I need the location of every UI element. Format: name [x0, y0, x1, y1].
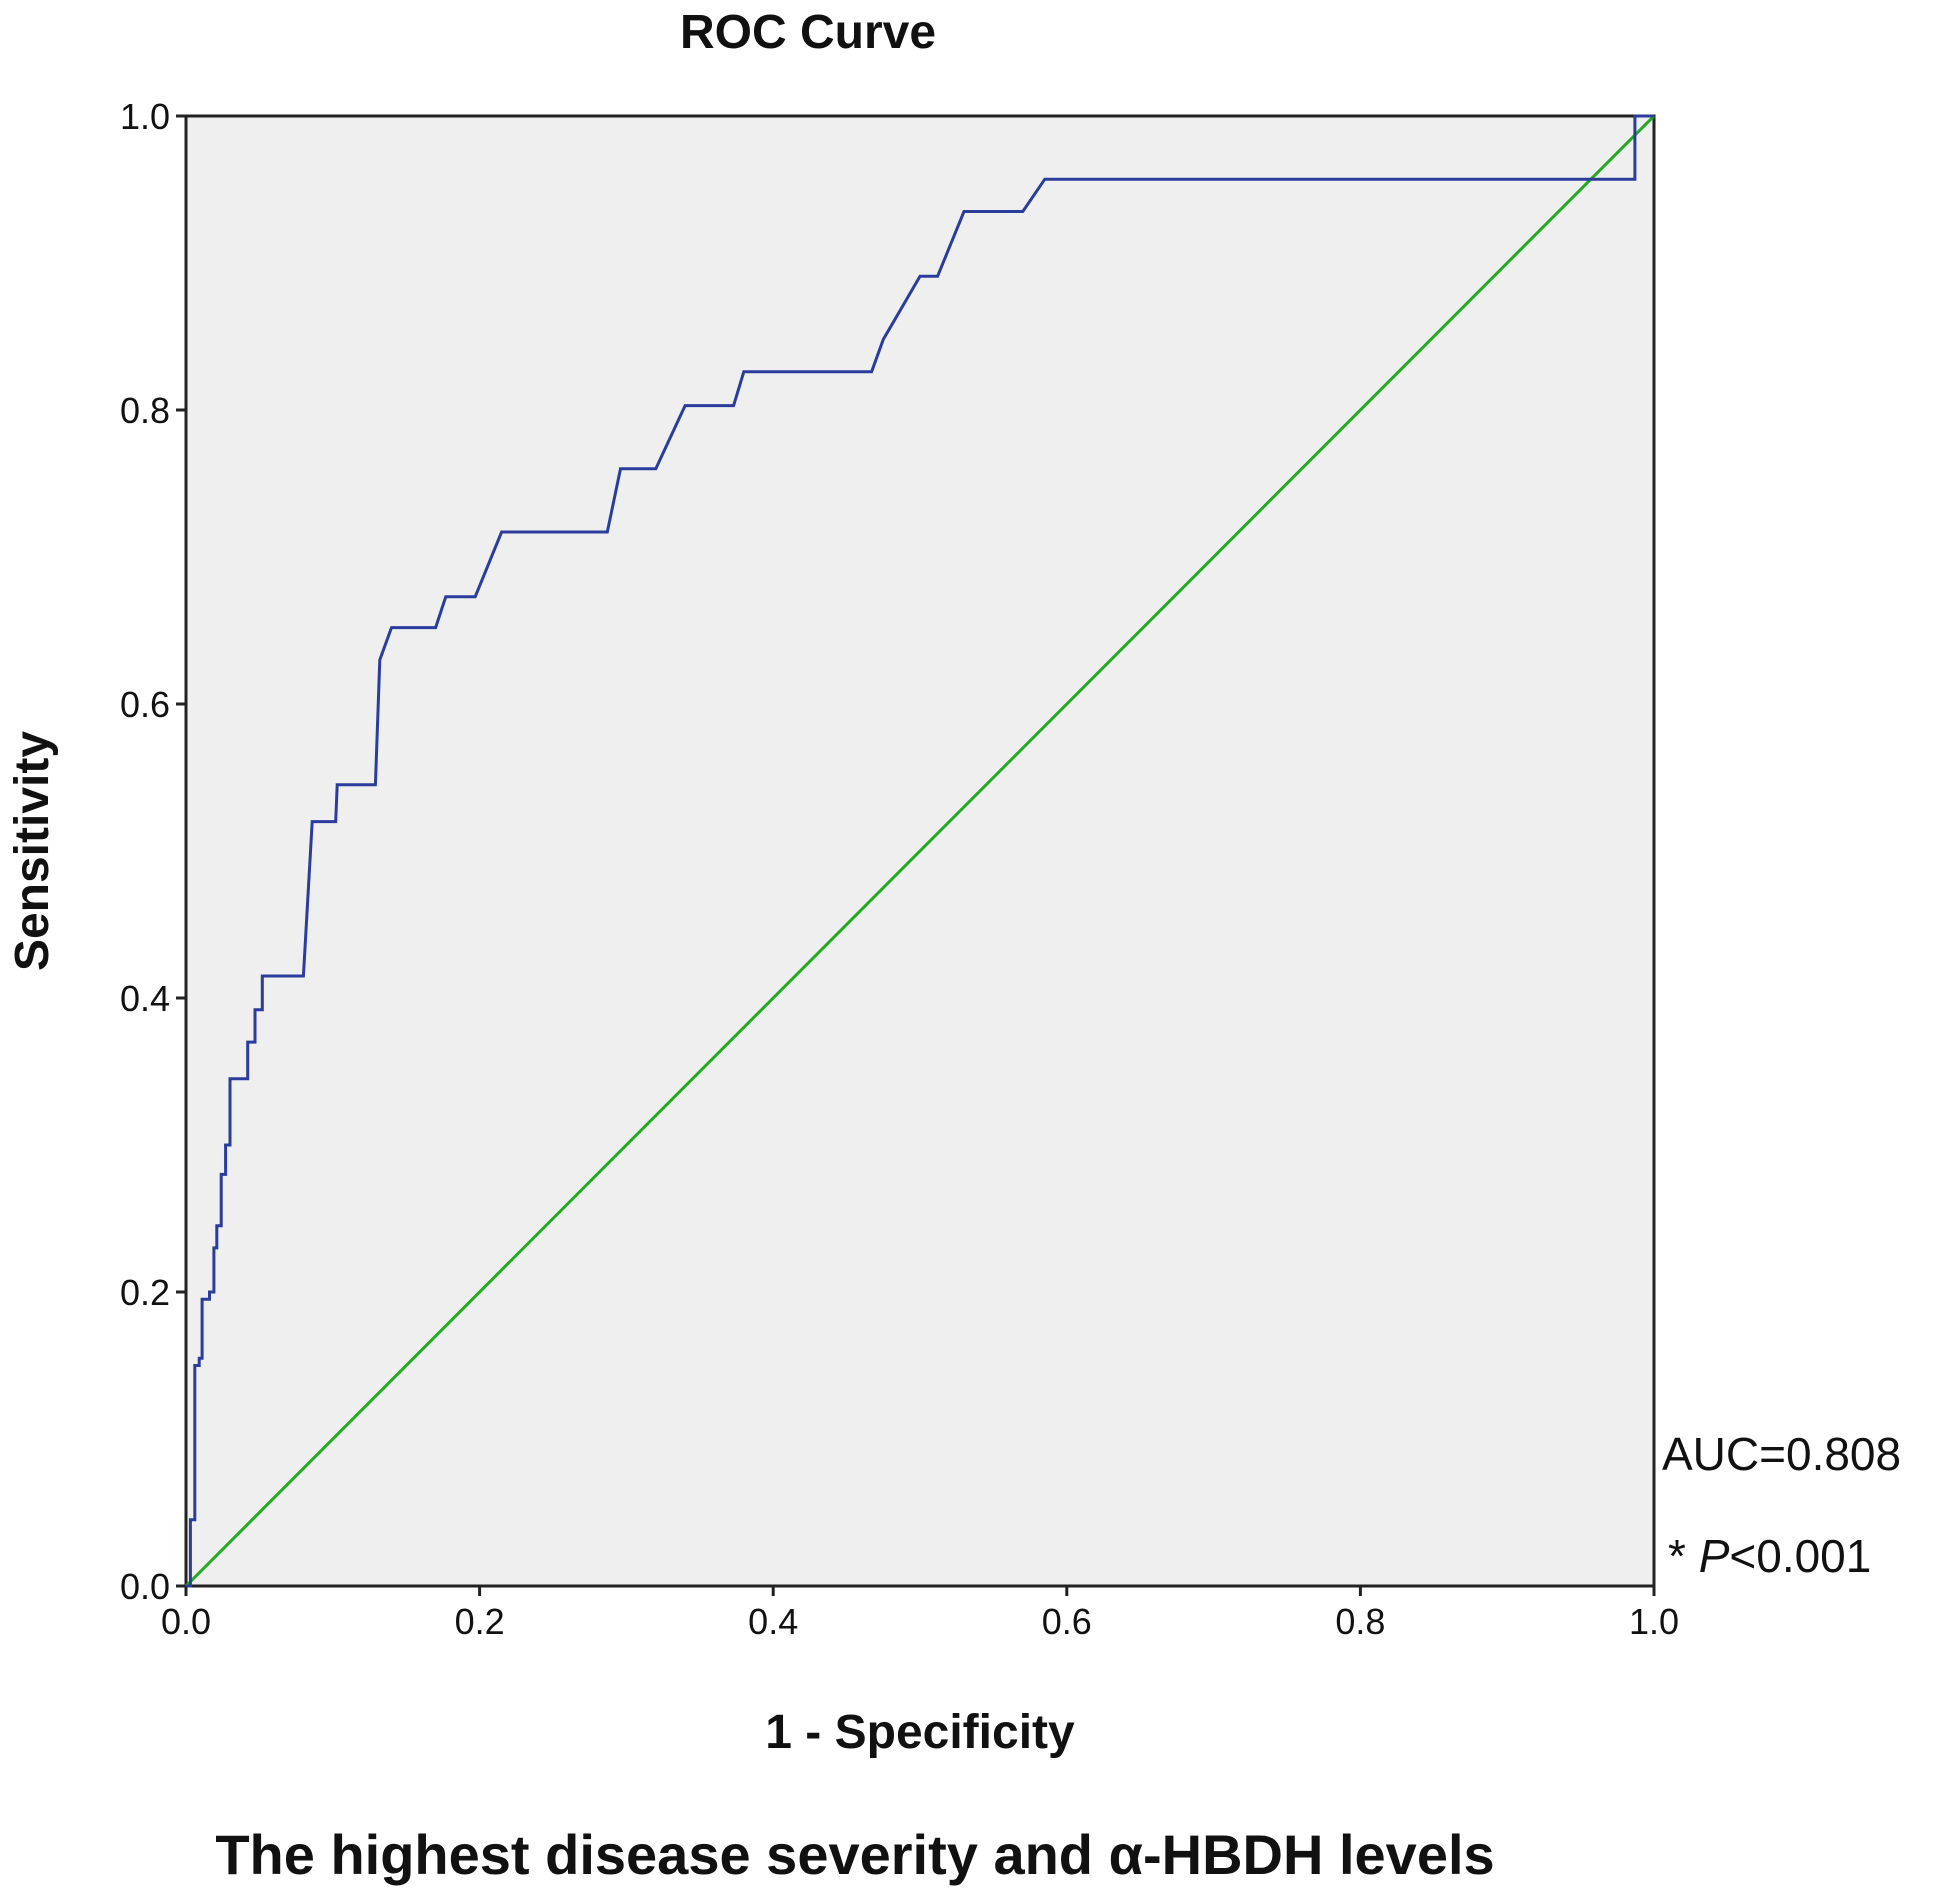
x-tick-label-0: 0.0: [161, 1601, 211, 1642]
p-value-text: <0.001: [1729, 1530, 1871, 1582]
series-lines: [184, 114, 1656, 1588]
p-value-symbol: P: [1699, 1530, 1730, 1582]
x-tick-label-3: 0.6: [1042, 1601, 1092, 1642]
figure-caption: The highest disease severity and α-HBDH …: [215, 1823, 1494, 1886]
x-tick-label-4: 0.8: [1335, 1601, 1385, 1642]
p-value-star: *: [1668, 1530, 1699, 1582]
x-axis-label: 1 - Specificity: [765, 1706, 1075, 1759]
p-value-annotation: * P<0.001: [1668, 1530, 1871, 1582]
axis-ticks: 0.0 0.2 0.4 0.6 0.8 1.0 0.0 0.2 0.4 0.6 0.8 1.0: [120, 96, 1679, 1642]
reference-diagonal-line: [184, 114, 1656, 1588]
y-tick-label-4: 0.8: [120, 390, 170, 431]
y-axis-label: Sensitivity: [6, 731, 59, 971]
y-tick-label-2: 0.4: [120, 978, 170, 1019]
auc-annotation: AUC=0.808: [1662, 1428, 1901, 1480]
chart-title: ROC Curve: [680, 6, 936, 59]
roc-curve-line: [186, 114, 1654, 1588]
y-tick-label-3: 0.6: [120, 684, 170, 725]
y-tick-label-5: 1.0: [120, 96, 170, 137]
x-tick-label-1: 0.2: [455, 1601, 505, 1642]
x-tick-label-2: 0.4: [748, 1601, 798, 1642]
y-tick-label-1: 0.2: [120, 1272, 170, 1313]
x-tick-label-5: 1.0: [1629, 1601, 1679, 1642]
y-tick-label-0: 0.0: [120, 1566, 170, 1607]
